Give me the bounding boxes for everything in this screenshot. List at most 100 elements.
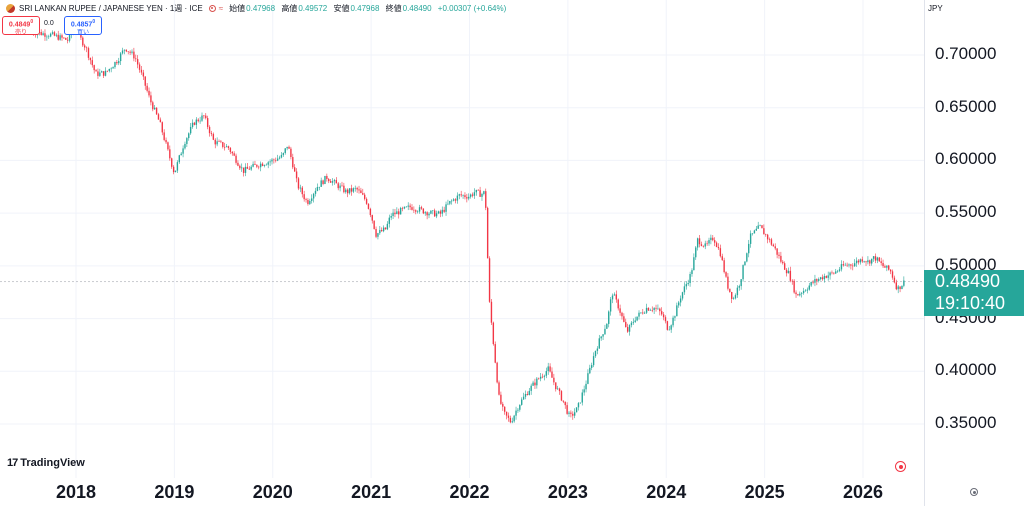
candle-up [517,409,519,411]
candle-up [462,195,464,196]
candle-up [674,316,676,318]
candle-down [502,403,504,407]
buy-price-sup: 0 [92,19,96,25]
candle-down [715,242,718,247]
candle-up [787,270,790,274]
tradingview-logo[interactable]: 17 TradingView [7,457,85,469]
settings-icon[interactable] [970,488,978,496]
candle-up [59,35,61,40]
y-tick-label: 0.60000 [935,149,997,169]
candle-down [825,276,827,278]
delayed-data-icon[interactable]: ≈ [218,3,224,13]
sell-label: 売り [14,30,27,37]
candle-up [653,307,655,311]
candle-up [672,317,674,326]
candle-down [498,382,500,395]
candle-up [447,203,449,205]
tradingview-mark-icon: 17 [7,457,18,469]
candle-up [178,155,180,163]
candle-down [488,258,491,302]
record-icon[interactable] [895,461,906,472]
candle-down [821,277,824,280]
candle-down [889,269,892,272]
sell-button[interactable]: 0.48490 売り [2,16,40,37]
candle-down [549,366,551,372]
candle-up [676,305,678,317]
candle-up [835,271,837,274]
buy-price: 0.4857 [70,21,93,29]
candle-up [174,170,177,173]
candle-up [416,211,419,213]
price-axis[interactable] [924,0,1024,506]
axis-currency[interactable]: JPY [928,4,943,13]
buy-label: 買い [76,30,89,37]
candle-down [783,263,786,270]
candle-down [140,69,143,73]
candle-up [806,289,809,291]
candle-down [44,33,46,37]
candle-down [566,405,568,414]
candle-up [573,412,576,416]
candle-up [405,206,408,208]
candle-down [159,119,162,123]
candle-down [89,57,92,61]
candle-up [844,264,846,266]
candle-up [182,148,184,154]
candle-up [399,207,402,215]
candle-down [842,264,845,266]
symbol-title[interactable]: SRI LANKAN RUPEE / JAPANESE YEN · 1週 · I… [19,3,203,13]
candle-up [681,292,684,299]
candle-down [97,71,99,76]
candle-down [328,179,330,182]
candle-down [729,288,731,292]
candle-up [104,70,107,76]
candle-down [503,406,506,412]
candle-up [683,286,686,293]
candle-up [645,307,648,313]
candle-up [451,200,453,202]
candle-up [225,146,228,148]
candle-up [437,211,440,214]
candle-down [205,115,207,119]
candle-down [642,312,644,314]
candle-down [731,291,733,299]
candle-down [239,165,241,169]
candle-down [171,158,173,167]
candle-down [293,167,296,172]
candle-down [256,164,258,167]
candle-down [619,308,621,313]
candle-up [311,198,313,201]
candle-up [757,225,759,229]
candle-down [466,197,468,199]
candle-down [237,162,239,166]
candle-up [216,141,218,145]
candle-up [867,260,869,263]
candle-up [630,322,633,326]
candle-down [261,163,264,166]
candle-up [418,207,421,212]
buy-button[interactable]: 0.48570 買い [64,16,102,37]
x-tick-label: 2019 [154,482,195,502]
candle-up [814,279,816,283]
symbol-header[interactable]: SRI LANKAN RUPEE / JAPANESE YEN · 1週 · I… [6,2,510,14]
candle-up [687,283,689,285]
candle-down [846,264,848,266]
candle-down [454,199,457,201]
candle-up [886,265,888,268]
market-status-icon[interactable] [208,4,216,12]
x-tick-label: 2021 [351,482,392,502]
candle-up [545,371,548,376]
close-label: 終値 [385,3,402,13]
candle-down [206,118,209,127]
candle-down [766,234,769,240]
candle-down [782,261,784,264]
y-tick-label: 0.40000 [935,360,997,380]
candle-down [172,166,175,173]
candle-up [188,133,190,139]
candle-down [66,39,69,41]
y-tick-label: 0.55000 [935,202,997,222]
candle-up [598,338,600,349]
candle-up [819,277,822,280]
candle-down [87,48,90,58]
